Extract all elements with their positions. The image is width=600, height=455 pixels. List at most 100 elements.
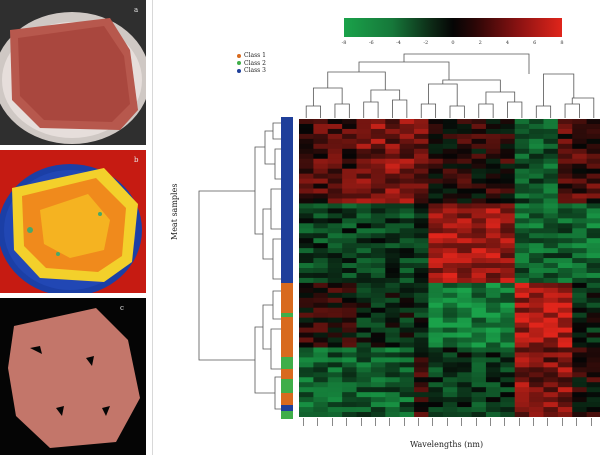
heatmap-cell bbox=[327, 382, 343, 388]
heatmap-cell bbox=[313, 307, 329, 314]
heatmap-cell bbox=[327, 322, 343, 328]
x-tick-mark bbox=[533, 418, 540, 426]
heatmap-cell bbox=[485, 332, 501, 338]
heatmap-cell bbox=[457, 168, 472, 175]
heatmap-cell bbox=[313, 357, 329, 363]
heatmap-cell bbox=[299, 412, 314, 417]
heatmap-cell bbox=[342, 258, 357, 264]
heatmap-cell bbox=[485, 193, 501, 199]
heatmap-cell bbox=[428, 183, 444, 189]
heatmap-cell bbox=[370, 317, 386, 324]
heatmap-cell bbox=[586, 173, 600, 179]
segmented-photo-panel: c bbox=[0, 298, 146, 455]
heatmap-cell bbox=[342, 238, 357, 244]
heatmap-cell bbox=[385, 372, 401, 378]
heatmap-cell bbox=[385, 153, 401, 160]
heatmap-cell bbox=[342, 168, 357, 175]
heatmap-cell bbox=[370, 173, 386, 179]
heatmap-cell bbox=[370, 203, 386, 209]
heatmap-cell bbox=[500, 272, 516, 279]
heatmap-cell bbox=[327, 198, 343, 204]
heatmap-cell bbox=[313, 302, 329, 309]
heatmap-cell bbox=[485, 183, 501, 189]
heatmap-cell bbox=[414, 327, 429, 333]
heatmap-cell bbox=[414, 322, 429, 328]
heatmap-cell bbox=[572, 128, 588, 135]
heatmap-cell bbox=[586, 292, 600, 299]
heatmap-cell bbox=[370, 148, 386, 155]
heatmap-cell bbox=[399, 193, 415, 199]
heatmap-cell bbox=[557, 188, 573, 194]
heatmap-cell bbox=[342, 297, 357, 304]
heatmap-cell bbox=[414, 332, 429, 338]
heatmap-cell bbox=[442, 287, 458, 294]
heatmap-cell bbox=[299, 342, 314, 348]
heatmap-cell bbox=[313, 238, 329, 244]
heatmap-cell bbox=[385, 307, 401, 314]
heatmap-cell bbox=[414, 347, 429, 353]
heatmap-cell bbox=[557, 268, 573, 274]
heatmap-cell bbox=[370, 387, 386, 393]
heatmap-cell bbox=[442, 297, 458, 304]
heatmap-cell bbox=[313, 228, 329, 234]
heatmap-cell bbox=[414, 292, 429, 299]
heatmap-cell bbox=[299, 158, 314, 165]
heatmap-cell bbox=[557, 362, 573, 368]
heatmap-cell bbox=[500, 277, 516, 284]
heatmap-cell bbox=[370, 228, 386, 234]
class-colour-bar bbox=[281, 117, 293, 419]
heatmap-cell bbox=[370, 397, 386, 403]
heatmap-cell bbox=[399, 208, 415, 214]
heatmap-cell bbox=[543, 238, 559, 244]
heatmap-cell bbox=[428, 407, 444, 413]
heatmap-cell bbox=[313, 158, 329, 165]
heatmap-cell bbox=[543, 258, 559, 264]
heatmap-cell bbox=[385, 357, 401, 363]
heatmap-cell bbox=[428, 263, 444, 269]
heatmap-cell bbox=[356, 223, 372, 229]
heatmap-cell bbox=[299, 258, 314, 264]
heatmap-cell bbox=[471, 119, 487, 125]
colorbar-tick: -2 bbox=[423, 40, 429, 46]
heatmap-cell bbox=[399, 322, 415, 328]
x-tick-mark bbox=[331, 418, 339, 426]
heatmap-cell bbox=[327, 277, 343, 284]
heatmap-cell bbox=[428, 153, 444, 160]
heatmap-cell bbox=[414, 119, 429, 125]
heatmap-cell bbox=[557, 173, 573, 179]
heatmap-cell bbox=[471, 268, 487, 274]
heatmap-cell bbox=[299, 223, 314, 229]
heatmap-cell bbox=[485, 377, 501, 383]
heatmap-cell bbox=[543, 412, 559, 417]
heatmap-cell bbox=[299, 372, 314, 378]
heatmap-cell bbox=[586, 327, 600, 333]
heatmap-cell bbox=[529, 133, 544, 140]
heatmap-cell bbox=[557, 138, 573, 145]
heatmap-cell bbox=[370, 362, 386, 368]
heatmap-cell bbox=[299, 367, 314, 373]
heatmap-cell bbox=[471, 327, 487, 333]
dendrogram-link bbox=[363, 101, 379, 118]
heatmap-cell bbox=[572, 138, 588, 145]
heatmap-cell bbox=[327, 392, 343, 398]
heatmap-cell bbox=[543, 397, 559, 403]
heatmap-cell bbox=[471, 148, 487, 155]
heatmap-cell bbox=[327, 188, 343, 194]
heatmap-cell bbox=[500, 243, 516, 249]
heatmap-cell bbox=[485, 412, 501, 417]
heatmap-cell bbox=[370, 327, 386, 333]
heatmap-cell bbox=[385, 193, 401, 199]
heatmap-cell bbox=[557, 357, 573, 363]
heatmap-cell bbox=[485, 277, 501, 284]
heatmap-cell bbox=[399, 198, 415, 204]
heatmap-cell bbox=[313, 198, 329, 204]
heatmap-cell bbox=[471, 312, 487, 319]
heatmap-cell bbox=[299, 198, 314, 204]
heatmap-cell bbox=[370, 322, 386, 328]
heatmap-cell bbox=[586, 387, 600, 393]
heatmap-cell bbox=[471, 238, 487, 244]
heatmap-cell bbox=[313, 382, 329, 388]
heatmap-cell bbox=[572, 168, 588, 175]
heatmap-cell bbox=[299, 402, 314, 408]
heatmap-cell bbox=[399, 307, 415, 314]
